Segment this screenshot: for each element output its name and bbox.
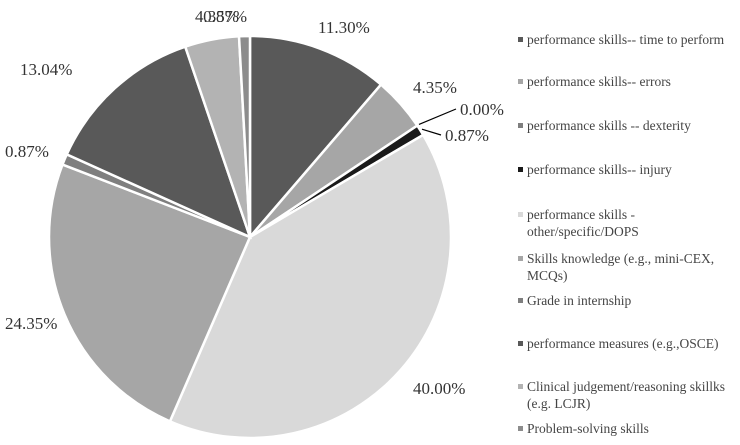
legend-item: performance skills-- injury: [518, 162, 672, 177]
data-label: 0.87%: [445, 126, 489, 145]
legend-label: performance skills -other/specific/DOPS: [527, 207, 639, 239]
legend-label: Problem-solving skills: [527, 421, 649, 436]
legend-item: Clinical judgement/reasoning skillks (e.g…: [518, 379, 725, 411]
data-label: 40.00%: [413, 379, 465, 398]
legend-label: performance skills-- time to perform: [527, 32, 725, 47]
legend-label: Clinical judgement/reasoning skillks (e.g…: [527, 379, 725, 411]
legend-swatch: [518, 212, 523, 217]
data-labels: 11.30%4.35%0.00%0.87%40.00%24.35%0.87%13…: [5, 7, 504, 398]
legend-item: performance skills -- dexterity: [518, 118, 691, 133]
data-label: 0.87%: [5, 142, 49, 161]
pie-slice: [47, 162, 252, 424]
pie-slice: [168, 133, 453, 440]
legend-item: performance skills-- time to perform: [518, 32, 725, 47]
legend-item: Grade in internship: [518, 293, 631, 308]
legend: performance skills-- time to perform perf…: [518, 32, 725, 436]
legend-label: performance measures (e.g.,OSCE): [527, 336, 719, 351]
legend-swatch: [518, 426, 523, 431]
legend-label: performance skills-- injury: [527, 162, 672, 177]
data-label: 0.00%: [460, 100, 504, 119]
legend-label: performance skills-- errors: [527, 74, 671, 89]
legend-swatch: [518, 79, 523, 84]
legend-item: performance skills-- errors: [518, 74, 671, 89]
leader-line: [418, 108, 457, 126]
legend-item: Skills knowledge (e.g., mini-CEX, MCQs): [518, 251, 714, 283]
data-label: 24.35%: [5, 314, 57, 333]
legend-item: performance skills -other/specific/DOPS: [518, 207, 639, 239]
legend-label: performance skills -- dexterity: [527, 118, 691, 133]
data-label: 0.87%: [203, 7, 247, 26]
legend-swatch: [518, 167, 523, 172]
legend-label: Skills knowledge (e.g., mini-CEX, MCQs): [527, 251, 714, 283]
leader-lines: [418, 108, 457, 136]
data-label: 4.35%: [195, 7, 239, 26]
data-label: 11.30%: [318, 18, 370, 37]
legend-swatch: [518, 123, 523, 128]
legend-item: performance measures (e.g.,OSCE): [518, 336, 719, 351]
legend-swatch: [518, 37, 523, 42]
leader-line: [421, 128, 442, 136]
data-label: 4.35%: [413, 78, 457, 97]
pie-slice: [237, 34, 252, 238]
pie-slice: [65, 45, 253, 240]
pie-slice: [248, 34, 383, 241]
legend-swatch: [518, 384, 523, 389]
pie-slices: [47, 34, 453, 440]
legend-swatch: [518, 298, 523, 303]
legend-label: Grade in internship: [527, 293, 631, 308]
legend-swatch: [518, 256, 523, 261]
legend-item: Problem-solving skills: [518, 421, 649, 436]
data-label: 13.04%: [20, 60, 72, 79]
legend-swatch: [518, 341, 523, 346]
